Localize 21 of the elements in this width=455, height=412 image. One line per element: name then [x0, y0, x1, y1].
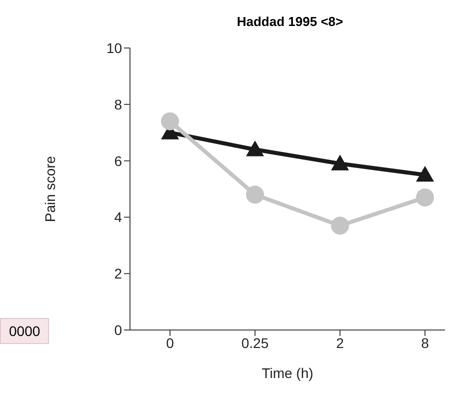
y-axis-title: Pain score — [42, 156, 58, 222]
point — [331, 154, 349, 170]
point — [246, 186, 264, 204]
y-tick-label: 8 — [114, 96, 122, 112]
x-axis-title: Time (h) — [262, 365, 314, 381]
x-tick-label: 0 — [166, 334, 174, 351]
x-tick-label: 8 — [421, 334, 430, 351]
y-tick-label: 2 — [114, 266, 122, 282]
text: 0000 — [0, 318, 50, 344]
x-tick-label: 2 — [336, 334, 344, 351]
point — [331, 216, 349, 235]
x-tick-label: 0.25 — [241, 334, 269, 351]
point — [161, 112, 179, 130]
point — [416, 188, 434, 206]
point — [246, 140, 264, 156]
point — [416, 166, 434, 182]
chart-title: Haddad 1995 <8> — [236, 14, 344, 29]
y-tick-label: 10 — [106, 40, 122, 56]
y-tick-label: 4 — [114, 209, 122, 226]
y-tick-label: 6 — [114, 152, 122, 169]
y-tick-label: 0 — [114, 322, 122, 338]
